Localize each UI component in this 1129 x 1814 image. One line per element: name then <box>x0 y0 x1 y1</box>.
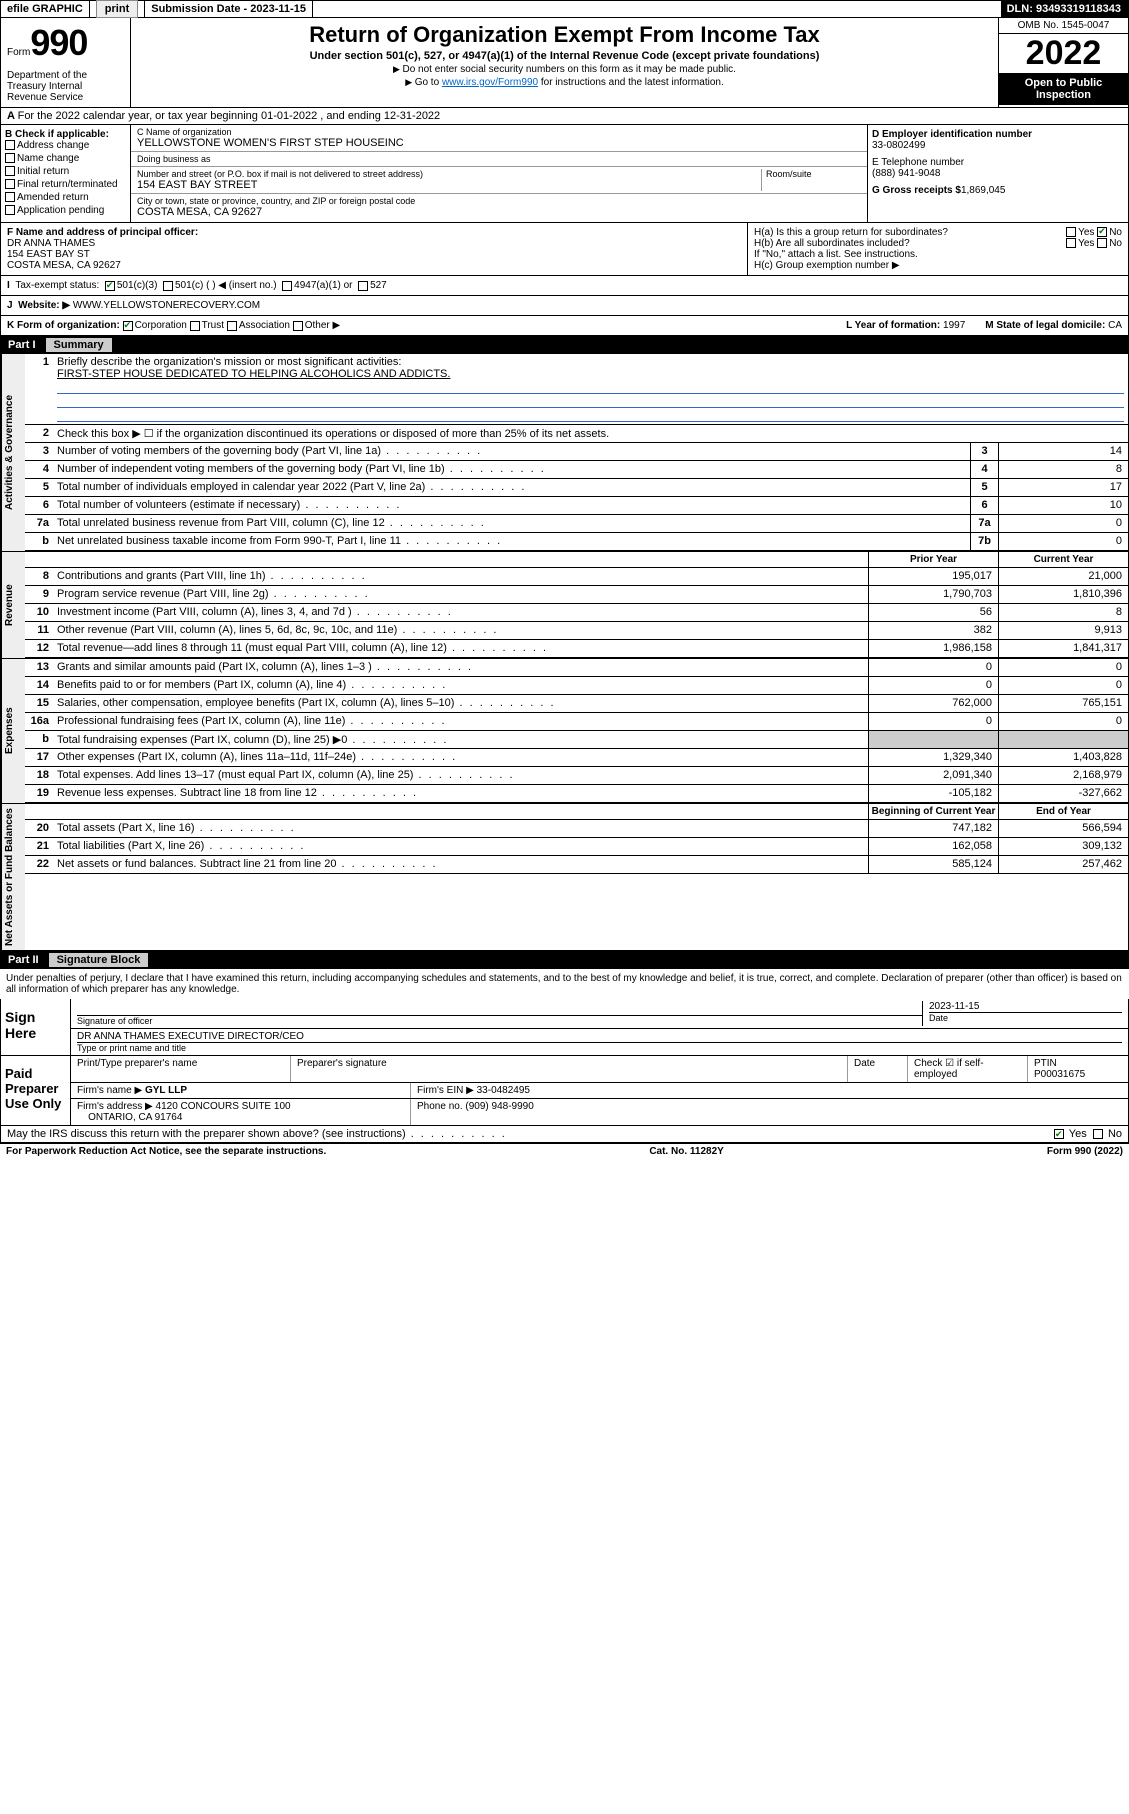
penalties-text: Under penalties of perjury, I declare th… <box>0 969 1129 999</box>
row-j-website: J Website: ▶ WWW.YELLOWSTONERECOVERY.COM <box>0 296 1129 316</box>
chk-application-pending[interactable]: Application pending <box>5 205 126 216</box>
ein: 33-0802499 <box>872 140 925 151</box>
row-a-tax-year: A For the 2022 calendar year, or tax yea… <box>0 108 1129 125</box>
section-label: Activities & Governance <box>1 354 25 551</box>
sign-date: 2023-11-15 <box>929 1001 979 1012</box>
summary-line: bTotal fundraising expenses (Part IX, co… <box>25 731 1128 749</box>
summary-line: 14Benefits paid to or for members (Part … <box>25 677 1128 695</box>
top-bar: efile GRAPHIC print Submission Date - 20… <box>0 0 1129 18</box>
paid-preparer-block: Paid Preparer Use Only Print/Type prepar… <box>0 1056 1129 1126</box>
row-k-form-org: K Form of organization: Corporation Trus… <box>0 316 1129 336</box>
summary-line: 10Investment income (Part VIII, column (… <box>25 604 1128 622</box>
chk-corporation[interactable] <box>123 321 133 331</box>
summary-line: 21Total liabilities (Part X, line 26)162… <box>25 838 1128 856</box>
note-ssn: Do not enter social security numbers on … <box>135 64 994 75</box>
firm-ein: 33-0482495 <box>477 1085 530 1096</box>
gross-receipts: 1,869,045 <box>961 185 1006 196</box>
col-b-checkboxes: B Check if applicable: Address change Na… <box>1 125 131 222</box>
ptin: P00031675 <box>1034 1069 1085 1080</box>
year-formation: 1997 <box>943 320 965 331</box>
part1-header: Part I Summary <box>0 336 1129 354</box>
org-info-grid: B Check if applicable: Address change Na… <box>0 125 1129 223</box>
omb-number: OMB No. 1545-0047 <box>999 18 1128 34</box>
row-i-tax-status: I Tax-exempt status: 501(c)(3) 501(c) ( … <box>0 276 1129 296</box>
summary-line: 22Net assets or fund balances. Subtract … <box>25 856 1128 874</box>
summary-line: 12Total revenue—add lines 8 through 11 (… <box>25 640 1128 658</box>
form-title: Return of Organization Exempt From Incom… <box>135 22 994 48</box>
summary-line: 5Total number of individuals employed in… <box>25 479 1128 497</box>
section-label: Net Assets or Fund Balances <box>1 804 25 950</box>
summary-line: 1Briefly describe the organization's mis… <box>25 354 1128 425</box>
summary-line: 9Program service revenue (Part VIII, lin… <box>25 586 1128 604</box>
summary-line: 20Total assets (Part X, line 16)747,1825… <box>25 820 1128 838</box>
org-city: COSTA MESA, CA 92627 <box>137 206 861 218</box>
col-c-org: C Name of organizationYELLOWSTONE WOMEN'… <box>131 125 868 222</box>
print-button[interactable]: print <box>96 0 138 18</box>
section-label: Expenses <box>1 659 25 803</box>
summary-line: 4Number of independent voting members of… <box>25 461 1128 479</box>
inspection-badge: Open to Public Inspection <box>999 73 1128 105</box>
chk-address-change[interactable]: Address change <box>5 140 126 151</box>
firm-phone: (909) 948-9990 <box>465 1101 533 1112</box>
org-name: YELLOWSTONE WOMEN'S FIRST STEP HOUSEINC <box>137 137 861 149</box>
form-header: Form990 Department of the Treasury Inter… <box>0 18 1129 108</box>
phone: (888) 941-9048 <box>872 168 940 179</box>
note-link: Go to www.irs.gov/Form990 for instructio… <box>135 77 994 88</box>
summary-line: 2Check this box ▶ ☐ if the organization … <box>25 425 1128 443</box>
summary-section: Expenses13Grants and similar amounts pai… <box>0 659 1129 804</box>
firm-name: GYL LLP <box>145 1085 187 1096</box>
chk-501c3[interactable] <box>105 281 115 291</box>
summary-line: 19Revenue less expenses. Subtract line 1… <box>25 785 1128 803</box>
officer-sig-name: DR ANNA THAMES EXECUTIVE DIRECTOR/CEO <box>77 1031 304 1042</box>
tax-year: 2022 <box>999 34 1128 73</box>
irs-link[interactable]: www.irs.gov/Form990 <box>442 77 538 88</box>
summary-line: bNet unrelated business taxable income f… <box>25 533 1128 551</box>
summary-section: Activities & Governance1Briefly describe… <box>0 354 1129 552</box>
summary-line: 13Grants and similar amounts paid (Part … <box>25 659 1128 677</box>
summary-section: RevenuePrior YearCurrent Year8Contributi… <box>0 552 1129 659</box>
chk-name-change[interactable]: Name change <box>5 153 126 164</box>
summary-line: 18Total expenses. Add lines 13–17 (must … <box>25 767 1128 785</box>
summary-line: 8Contributions and grants (Part VIII, li… <box>25 568 1128 586</box>
org-street: 154 EAST BAY STREET <box>137 179 761 191</box>
col-d-ids: D Employer identification number33-08024… <box>868 125 1128 222</box>
row-f-h: F Name and address of principal officer:… <box>0 223 1129 276</box>
form-number-box: Form990 Department of the Treasury Inter… <box>1 18 131 107</box>
summary-line: 6Total number of volunteers (estimate if… <box>25 497 1128 515</box>
form-subtitle: Under section 501(c), 527, or 4947(a)(1)… <box>135 50 994 62</box>
section-label: Revenue <box>1 552 25 658</box>
summary-line: 3Number of voting members of the governi… <box>25 443 1128 461</box>
summary-section: Net Assets or Fund BalancesBeginning of … <box>0 804 1129 951</box>
efile-label: efile GRAPHIC <box>1 1 90 17</box>
chk-amended[interactable]: Amended return <box>5 192 126 203</box>
footer: For Paperwork Reduction Act Notice, see … <box>0 1143 1129 1159</box>
summary-line: 16aProfessional fundraising fees (Part I… <box>25 713 1128 731</box>
sign-here-block: Sign Here Signature of officer 2023-11-1… <box>0 999 1129 1056</box>
dln: DLN: 93493319118343 <box>1001 1 1128 17</box>
submission-date: Submission Date - 2023-11-15 <box>145 1 313 17</box>
firm-addr: 4120 CONCOURS SUITE 100 <box>156 1101 291 1112</box>
legal-domicile: CA <box>1108 320 1122 331</box>
summary-line: 17Other expenses (Part IX, column (A), l… <box>25 749 1128 767</box>
officer-name: DR ANNA THAMES <box>7 238 95 249</box>
summary-line: 11Other revenue (Part VIII, column (A), … <box>25 622 1128 640</box>
dept-label: Department of the Treasury Internal Reve… <box>7 64 124 103</box>
chk-final-return[interactable]: Final return/terminated <box>5 179 126 190</box>
discuss-row: May the IRS discuss this return with the… <box>0 1126 1129 1143</box>
chk-initial-return[interactable]: Initial return <box>5 166 126 177</box>
summary-line: 7aTotal unrelated business revenue from … <box>25 515 1128 533</box>
part2-header: Part II Signature Block <box>0 951 1129 969</box>
website: WWW.YELLOWSTONERECOVERY.COM <box>73 300 260 311</box>
summary-line: 15Salaries, other compensation, employee… <box>25 695 1128 713</box>
